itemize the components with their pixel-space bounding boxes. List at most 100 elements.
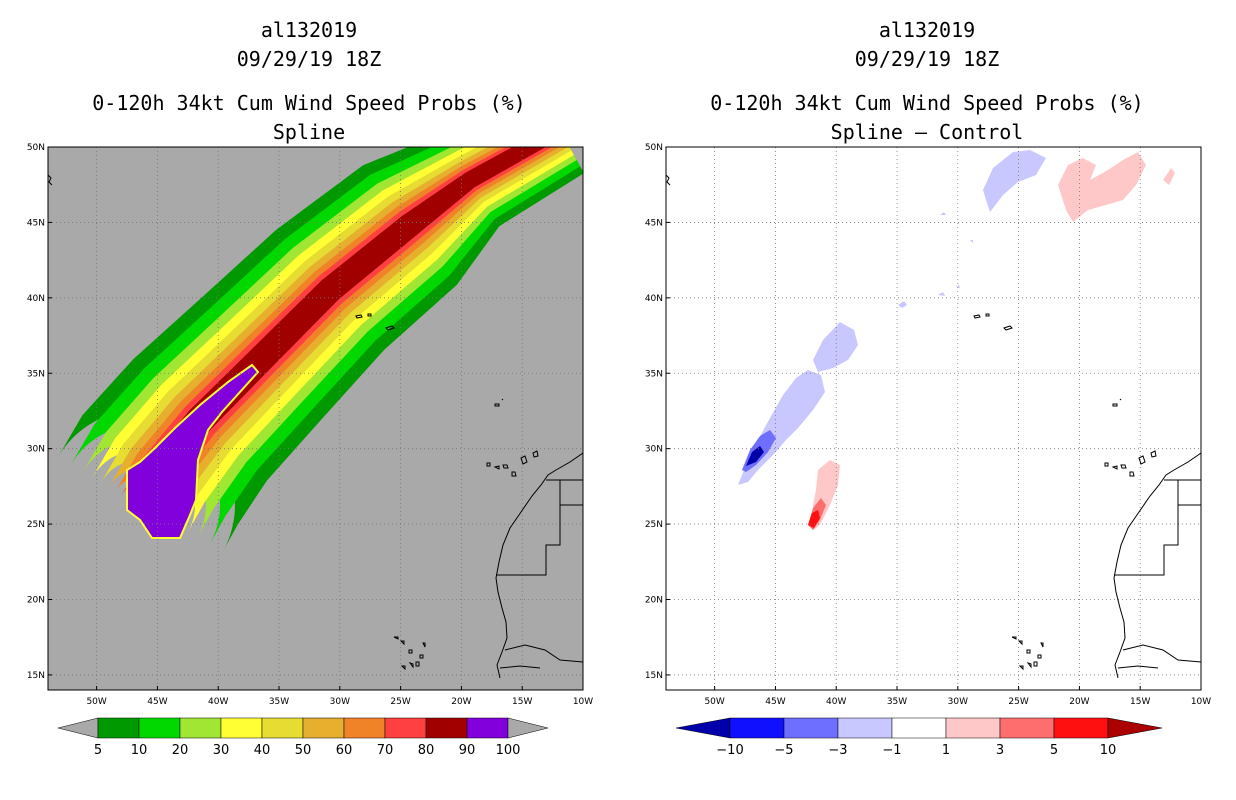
- colorbar-label: 90: [459, 743, 476, 758]
- lat-tick-label: 15N: [645, 671, 663, 681]
- left-datetime: 09/29/19 18Z: [236, 47, 382, 71]
- positive-diff-region-3: [808, 510, 820, 528]
- colorbar-label: −10: [716, 743, 743, 758]
- lat-tick-label: 40N: [645, 294, 663, 304]
- negative-diff-region-4: [813, 322, 858, 372]
- colorbar-segment: [261, 717, 304, 739]
- lat-tick-label: 30N: [645, 445, 663, 455]
- canary-islands: [486, 450, 539, 477]
- colorbar-label: −3: [828, 743, 847, 758]
- negative-diff-region-3: [746, 446, 764, 466]
- lat-tick-label: 50N: [27, 143, 45, 153]
- right-panel: al132019 09/29/19 18Z 0-120h 34kt Cum Wi…: [618, 0, 1236, 800]
- lon-tick-label: 50W: [704, 697, 724, 707]
- colorbar-label: 40: [254, 743, 271, 758]
- right-storm-id: al132019: [878, 18, 976, 42]
- map-frame: [47, 146, 584, 691]
- azores-islands: [973, 313, 1013, 331]
- left-panel: al132019 09/29/19 18Z 0-120h 34kt Cum Wi…: [27, 18, 593, 758]
- lon-tick-label: 45W: [765, 697, 785, 707]
- colorbar-label: 70: [377, 743, 394, 758]
- right-subtitle: Spline – Control: [830, 120, 1024, 144]
- lon-tick-label: 20W: [451, 697, 471, 707]
- probability-contours: [57, 147, 583, 553]
- colorbar-label: −5: [774, 743, 793, 758]
- right-datetime: 09/29/19 18Z: [854, 47, 1000, 71]
- gambia-border: [499, 665, 541, 669]
- lon-tick-label: 25W: [390, 697, 410, 707]
- madeira-islands: [494, 398, 504, 407]
- difference-contours: [738, 150, 1175, 530]
- lon-tick-label: 30W: [948, 697, 968, 707]
- lon-tick-label: 10W: [573, 697, 593, 707]
- map-frame: [665, 146, 1202, 691]
- colorbar-segment: [220, 717, 263, 739]
- colorbar-label: 3: [996, 743, 1004, 758]
- colorbar-label: 50: [295, 743, 312, 758]
- ocean-background: [666, 147, 1201, 690]
- colorbar-segment: [783, 717, 839, 739]
- newfoundland-coast: [48, 174, 53, 186]
- coastlines: [666, 174, 1201, 679]
- lon-tick-label: 45W: [147, 697, 167, 707]
- colorbar-segment: [729, 717, 785, 739]
- colorbar-segment: [1053, 717, 1109, 739]
- lat-lon-grid: [666, 147, 1201, 690]
- colorbar-max-arrow: [507, 717, 549, 739]
- colorbar-label: 30: [213, 743, 230, 758]
- lon-tick-label: 35W: [269, 697, 289, 707]
- lon-tick-label: 10W: [1191, 697, 1211, 707]
- lat-tick-label: 35N: [645, 369, 663, 379]
- gambia-border: [1117, 665, 1159, 669]
- colorbar-segment: [384, 717, 427, 739]
- lat-tick-label: 20N: [645, 596, 663, 606]
- colorbar-label: 80: [418, 743, 435, 758]
- colorbar-label: −1: [882, 743, 901, 758]
- lon-tick-label: 40W: [826, 697, 846, 707]
- colorbar-label: 20: [172, 743, 189, 758]
- colorbar-label: 5: [94, 743, 102, 758]
- lon-tick-label: 25W: [1008, 697, 1028, 707]
- colorbar-label: 100: [496, 743, 521, 758]
- colorbar-label: 5: [1050, 743, 1058, 758]
- colorbar-label: 10: [131, 743, 148, 758]
- right-map: 50N 45N 40N 35N 30N 25N 20N 15N 50W 45W 40W 35W 30W 2…: [645, 143, 1211, 758]
- africa-coastline: [1113, 452, 1201, 679]
- probability-colorbar: 5 10 20 30 40 50 60 70 80 90 100: [57, 717, 549, 758]
- colorbar-label: 1: [942, 743, 950, 758]
- prob-band-100: [126, 363, 260, 539]
- colorbar-segment: [425, 717, 468, 739]
- lon-tick-label: 15W: [512, 697, 532, 707]
- prob-band-60: [115, 147, 560, 519]
- colorbar-segment: [97, 717, 140, 739]
- colorbar-segment: [891, 717, 947, 739]
- colorbar-label: 10: [1100, 743, 1117, 758]
- coastlines: [48, 174, 583, 679]
- colorbar-min-arrow: [675, 717, 731, 739]
- western-sahara-border: [496, 479, 583, 576]
- lon-tick-label: 35W: [887, 697, 907, 707]
- difference-colorbar: −10 −5 −3 −1 1 3 5 10: [675, 717, 1163, 758]
- lat-tick-label: 15N: [27, 671, 45, 681]
- colorbar-min-arrow: [57, 717, 99, 739]
- lon-tick-label: 30W: [330, 697, 350, 707]
- left-storm-id: al132019: [260, 18, 358, 42]
- mauritania-senegal-border: [504, 644, 583, 663]
- colorbar-segment: [302, 717, 345, 739]
- lat-tick-label: 35N: [27, 369, 45, 379]
- azores-islands: [355, 313, 395, 331]
- right-product-title: 0-120h 34kt Cum Wind Speed Probs (%): [710, 91, 1144, 115]
- cape-verde-islands: [393, 636, 426, 671]
- colorbar-label: 60: [336, 743, 353, 758]
- newfoundland-coast: [666, 174, 671, 186]
- colorbar-segment: [945, 717, 1001, 739]
- lon-tick-label: 40W: [208, 697, 228, 707]
- colorbar-segment: [138, 717, 181, 739]
- canary-islands: [1104, 450, 1157, 477]
- lat-lon-grid: [48, 147, 583, 690]
- colorbar-segment: [343, 717, 386, 739]
- colorbar-segment: [999, 717, 1055, 739]
- lat-tick-label: 30N: [27, 445, 45, 455]
- lat-tick-label: 20N: [27, 596, 45, 606]
- africa-coastline: [495, 452, 583, 679]
